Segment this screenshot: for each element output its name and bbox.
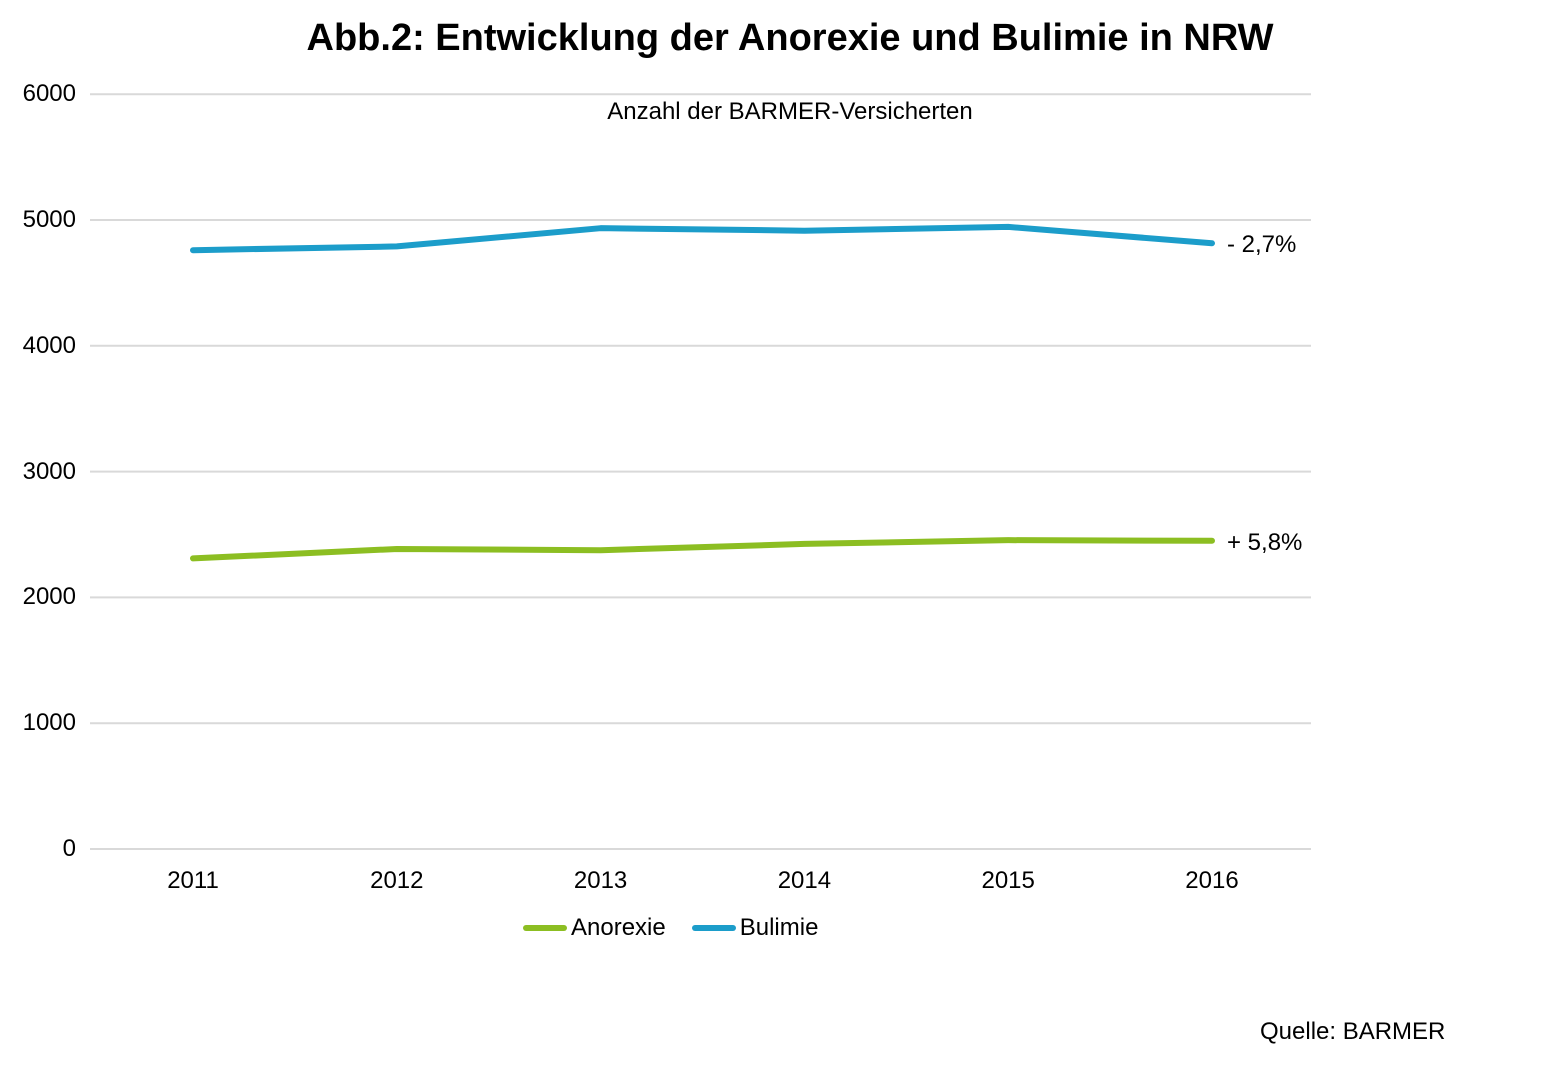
x-tick-label-2011: 2011 xyxy=(167,867,219,894)
legend-swatch-bulimie xyxy=(691,925,736,931)
legend: Anorexie Bulimie xyxy=(523,914,818,942)
series-line-anorexie xyxy=(190,537,1215,562)
annotation-anorexie: + 5,8% xyxy=(1227,528,1303,556)
x-tick-label-2012: 2012 xyxy=(370,867,424,894)
y-tick-label-1000: 1000 xyxy=(22,709,76,737)
y-tick-label-6000: 6000 xyxy=(22,80,76,108)
legend-swatch-anorexie xyxy=(523,925,567,931)
y-tick-label-2000: 2000 xyxy=(22,583,76,611)
series-line-bulimie xyxy=(190,223,1215,254)
source-note: Quelle: BARMER xyxy=(1260,1018,1446,1045)
x-tick-label-2016: 2016 xyxy=(1185,867,1239,894)
y-tick-label-5000: 5000 xyxy=(22,206,76,233)
chart-subtitle: Anzahl der BARMER-Versicherten xyxy=(607,98,973,125)
chart-title: Abb.2: Entwicklung der Anorexie und Buli… xyxy=(306,17,1274,59)
x-tick-label-2013: 2013 xyxy=(573,867,628,894)
annotation-bulimie: - 2,7% xyxy=(1227,231,1297,259)
x-tick-label-2014: 2014 xyxy=(777,867,832,894)
x-tick-label-2015: 2015 xyxy=(981,867,1035,894)
y-tick-label-3000: 3000 xyxy=(22,457,76,485)
legend-item-bulimie: Bulimie xyxy=(691,914,819,942)
legend-item-anorexie: Anorexie xyxy=(523,914,666,942)
y-tick-label-0: 0 xyxy=(62,835,76,862)
legend-label-bulimie: Bulimie xyxy=(739,914,819,941)
y-tick-label-4000: 4000 xyxy=(22,331,76,359)
legend-label-anorexie: Anorexie xyxy=(571,914,666,941)
